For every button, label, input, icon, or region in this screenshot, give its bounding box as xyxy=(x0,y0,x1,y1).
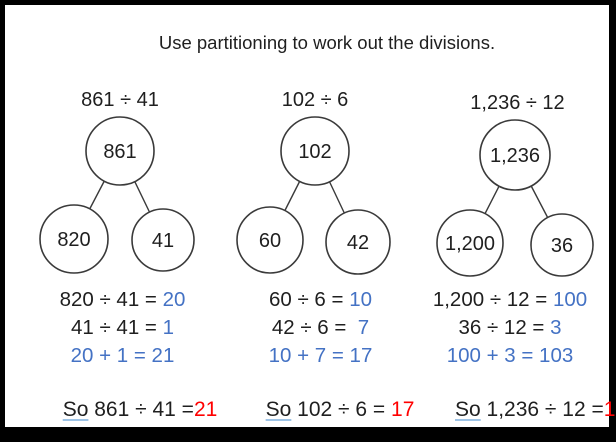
division-step: 41 ÷ 41 = 1 xyxy=(25,314,220,342)
part-left-value: 60 xyxy=(259,230,281,252)
sum-step: 100 + 3 = 103 xyxy=(446,344,574,367)
conclusion-expression: 861 ÷ 41 = xyxy=(88,398,194,421)
part-right-circle xyxy=(530,213,594,277)
final-answer: 21 xyxy=(193,398,218,421)
part-left-circle xyxy=(436,209,504,277)
working-steps-1: 820 ÷ 41 = 20 41 ÷ 41 = 1 20 + 1 = 21 xyxy=(25,286,220,370)
part-right-value: 36 xyxy=(551,235,573,257)
whole-value: 861 xyxy=(103,141,136,163)
conclusion-expression: 1,236 ÷ 12 = xyxy=(480,398,604,421)
part-left-value: 1,200 xyxy=(445,233,495,255)
so-word: So xyxy=(265,398,292,421)
so-word: So xyxy=(455,398,481,421)
sum-step: 20 + 1 = 21 xyxy=(70,344,175,367)
part-left-value: 820 xyxy=(57,229,90,251)
slide-canvas: Use partitioning to work out the divisio… xyxy=(5,5,616,427)
final-answer: 103 xyxy=(603,398,616,421)
step-expression: 60 ÷ 6 = xyxy=(268,288,350,311)
whole-circle xyxy=(85,116,155,186)
step-result: 100 xyxy=(552,288,588,311)
sum-step: 10 + 7 = 17 xyxy=(268,344,373,367)
working-steps-3: 1,200 ÷ 12 = 100 36 ÷ 12 = 3 100 + 3 = 1… xyxy=(410,286,610,370)
step-result: 7 xyxy=(357,316,370,339)
whole-circle xyxy=(479,119,551,191)
part-left-circle xyxy=(39,204,109,274)
division-step: 36 ÷ 12 = 3 xyxy=(410,314,610,342)
problem-1-header: 861 ÷ 41 xyxy=(81,89,159,111)
whole-circle xyxy=(280,116,350,186)
step-expression: 36 ÷ 12 = xyxy=(458,316,551,339)
part-right-circle xyxy=(325,209,391,275)
step-result: 20 xyxy=(162,288,186,311)
part-left-circle xyxy=(236,206,304,274)
part-right-circle xyxy=(131,208,195,272)
division-step: 820 ÷ 41 = 20 xyxy=(25,286,220,314)
whole-value: 102 xyxy=(298,141,331,163)
working-steps-2: 60 ÷ 6 = 10 42 ÷ 6 = 7 10 + 7 = 17 xyxy=(223,286,418,370)
division-step: 1,200 ÷ 12 = 100 xyxy=(410,286,610,314)
conclusion-2: So 102 ÷ 6 = 17 xyxy=(225,374,420,442)
part-right-value: 41 xyxy=(152,230,174,252)
part-right-value: 42 xyxy=(347,232,369,254)
whole-value: 1,236 xyxy=(490,145,540,167)
step-result: 3 xyxy=(550,316,562,339)
step-expression: 41 ÷ 41 = xyxy=(70,316,163,339)
partition-tree-3: 1,236 1,200 36 xyxy=(436,119,594,277)
step-expression: 1,200 ÷ 12 = xyxy=(432,288,553,311)
division-step: 42 ÷ 6 = 7 xyxy=(223,314,418,342)
so-word: So xyxy=(62,398,89,421)
conclusion-3: So 1,236 ÷ 12 =103 xyxy=(420,374,616,442)
step-result: 10 xyxy=(349,288,373,311)
problem-3-header: 1,236 ÷ 12 xyxy=(470,92,565,114)
page-title: Use partitioning to work out the divisio… xyxy=(158,32,496,53)
division-step: 60 ÷ 6 = 10 xyxy=(223,286,418,314)
problem-2-header: 102 ÷ 6 xyxy=(281,89,349,111)
step-expression: 42 ÷ 6 = xyxy=(271,316,358,339)
partition-tree-1: 861 820 41 xyxy=(39,116,195,274)
conclusion-expression: 102 ÷ 6 = xyxy=(291,398,392,421)
step-expression: 820 ÷ 41 = xyxy=(59,288,163,311)
step-result: 1 xyxy=(162,316,174,339)
partition-tree-2: 102 60 42 xyxy=(236,116,391,275)
final-answer: 17 xyxy=(391,398,415,421)
conclusion-1: So 861 ÷ 41 =21 xyxy=(25,374,220,442)
